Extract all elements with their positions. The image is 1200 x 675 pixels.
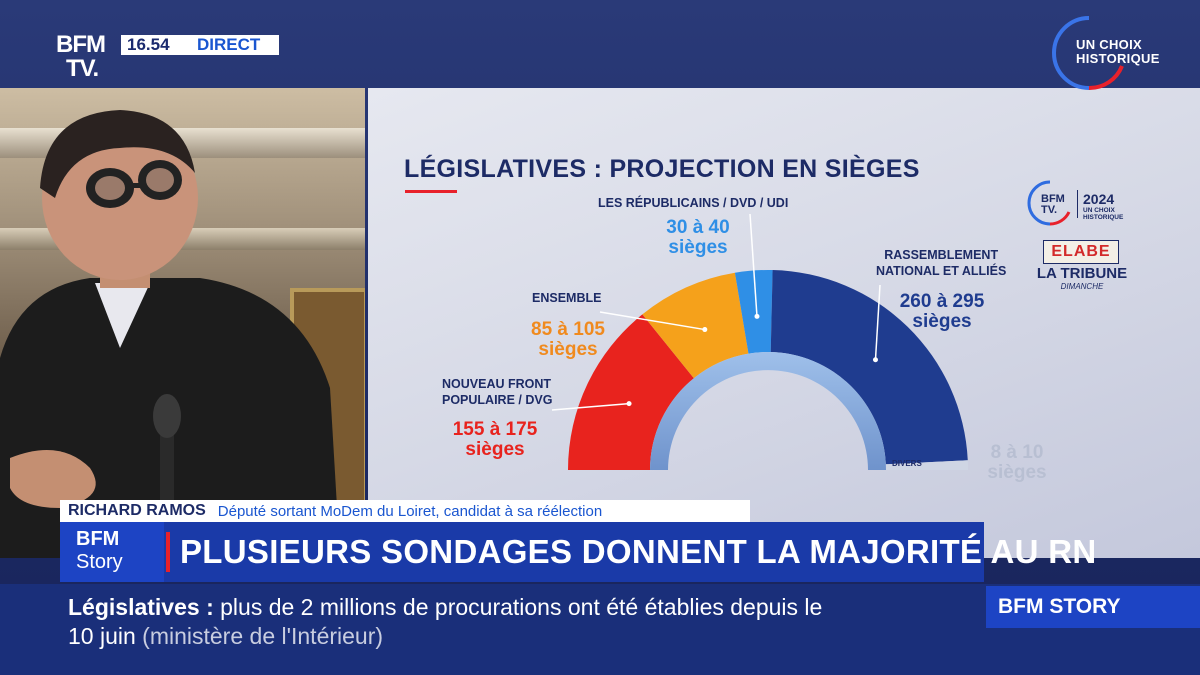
studio-camera-feed bbox=[0, 88, 365, 558]
label-rn-value: 260 à 295 sièges bbox=[882, 292, 1002, 332]
story-logo-line1: BFM bbox=[76, 528, 120, 550]
rn-name-line1: RASSEMBLEMENT bbox=[884, 248, 999, 262]
bfmtv-logo: BFM TV. bbox=[56, 33, 116, 85]
nfp-unit: sièges bbox=[465, 439, 525, 460]
program-badge-text: UN CHOIX HISTORIQUE bbox=[1076, 37, 1160, 66]
year-subtitle: UN CHOIX HISTORIQUE bbox=[1083, 207, 1124, 221]
lr-unit: sièges bbox=[668, 237, 728, 258]
divers-name: DIVERS bbox=[892, 459, 922, 468]
ensemble-name: ENSEMBLE bbox=[532, 291, 602, 305]
clock-time: 16.54 bbox=[127, 35, 170, 54]
elabe-logo: ELABE bbox=[1043, 240, 1119, 264]
ensemble-range: 85 à 105 bbox=[531, 319, 605, 340]
nfp-name-line1: NOUVEAU FRONT bbox=[442, 377, 552, 391]
label-rn-name: RASSEMBLEMENT NATIONAL ET ALLIÉS bbox=[876, 247, 1006, 279]
ticker-topic: Législatives : bbox=[68, 594, 214, 620]
bfm-mini-logo: BFM TV. bbox=[1041, 193, 1065, 216]
headline-separator bbox=[166, 532, 170, 572]
label-nfp-value: 155 à 175 sièges bbox=[440, 420, 550, 460]
guest-role: Député sortant MoDem du Loiret, candidat… bbox=[217, 502, 603, 520]
ticker-line1: Législatives : plus de 2 millions de pro… bbox=[68, 592, 822, 622]
nfp-range: 155 à 175 bbox=[452, 419, 538, 440]
nfp-name-line2: POPULAIRE / DVG bbox=[442, 393, 553, 407]
label-lr-value: 30 à 40 sièges bbox=[646, 218, 750, 258]
year-label: 2024 bbox=[1083, 191, 1115, 207]
label-ensemble-value: 85 à 105 sièges bbox=[516, 320, 620, 360]
label-nfp-name: NOUVEAU FRONT POPULAIRE / DVG bbox=[442, 376, 552, 408]
program-ring-icon bbox=[1052, 16, 1124, 91]
headline-bar bbox=[60, 522, 984, 582]
bfmtv-logo-line1: BFM bbox=[56, 31, 106, 58]
rn-name-line2: NATIONAL ET ALLIÉS bbox=[876, 264, 1007, 278]
chart-title: LÉGISLATIVES : PROJECTION EN SIÈGES bbox=[404, 155, 920, 183]
ensemble-unit: sièges bbox=[538, 339, 598, 360]
rn-unit: sièges bbox=[912, 311, 972, 332]
la-tribune-logo: LA TRIBUNE bbox=[1036, 265, 1128, 282]
label-ensemble-name: ENSEMBLE bbox=[532, 290, 601, 306]
bfmtv-logo-line2: TV. bbox=[66, 55, 99, 82]
ticker-text-cont: 10 juin bbox=[68, 623, 136, 649]
guest-name-bar: RICHARD RAMOS Député sortant MoDem du Lo… bbox=[60, 500, 750, 522]
bfm-ring-icon bbox=[1027, 180, 1071, 226]
lr-name: LES RÉPUBLICAINS / DVD / UDI bbox=[598, 196, 789, 210]
bfm-2024-logo: BFM TV. 2024 UN CHOIX HISTORIQUE bbox=[1025, 178, 1137, 226]
ticker-program-tag: BFM STORY bbox=[986, 586, 1200, 628]
ticker-source: (ministère de l'Intérieur) bbox=[142, 623, 384, 649]
la-tribune-subtitle: DIMANCHE bbox=[1060, 282, 1104, 291]
ticker-line2: 10 juin (ministère de l'Intérieur) bbox=[68, 621, 383, 651]
bfm-story-logo: BFM Story bbox=[60, 522, 164, 582]
rn-range: 260 à 295 bbox=[899, 291, 985, 312]
divers-range: 8 à 10 bbox=[990, 442, 1044, 463]
lr-range: 30 à 40 bbox=[666, 217, 730, 238]
live-label: DIRECT bbox=[197, 35, 261, 54]
label-divers-value: 8 à 10 sièges bbox=[980, 443, 1054, 483]
title-accent bbox=[405, 190, 457, 193]
label-divers-name: DIVERS bbox=[892, 456, 922, 472]
label-lr-name: LES RÉPUBLICAINS / DVD / UDI bbox=[598, 195, 788, 211]
divers-unit: sièges bbox=[987, 462, 1047, 483]
guest-name: RICHARD RAMOS bbox=[68, 502, 206, 519]
clock-bar: 16.54 DIRECT bbox=[121, 35, 279, 55]
story-logo-line2: Story bbox=[76, 551, 123, 573]
guest-figure bbox=[0, 110, 340, 558]
program-badge: UN CHOIX HISTORIQUE bbox=[1050, 14, 1180, 92]
ticker-text: plus de 2 millions de procurations ont é… bbox=[220, 594, 823, 620]
headline-text: PLUSIEURS SONDAGES DONNENT LA MAJORITÉ A… bbox=[180, 533, 1097, 570]
partner-logos: BFM TV. 2024 UN CHOIX HISTORIQUE ELABE LA … bbox=[1025, 178, 1137, 298]
logo-divider bbox=[1077, 190, 1078, 218]
